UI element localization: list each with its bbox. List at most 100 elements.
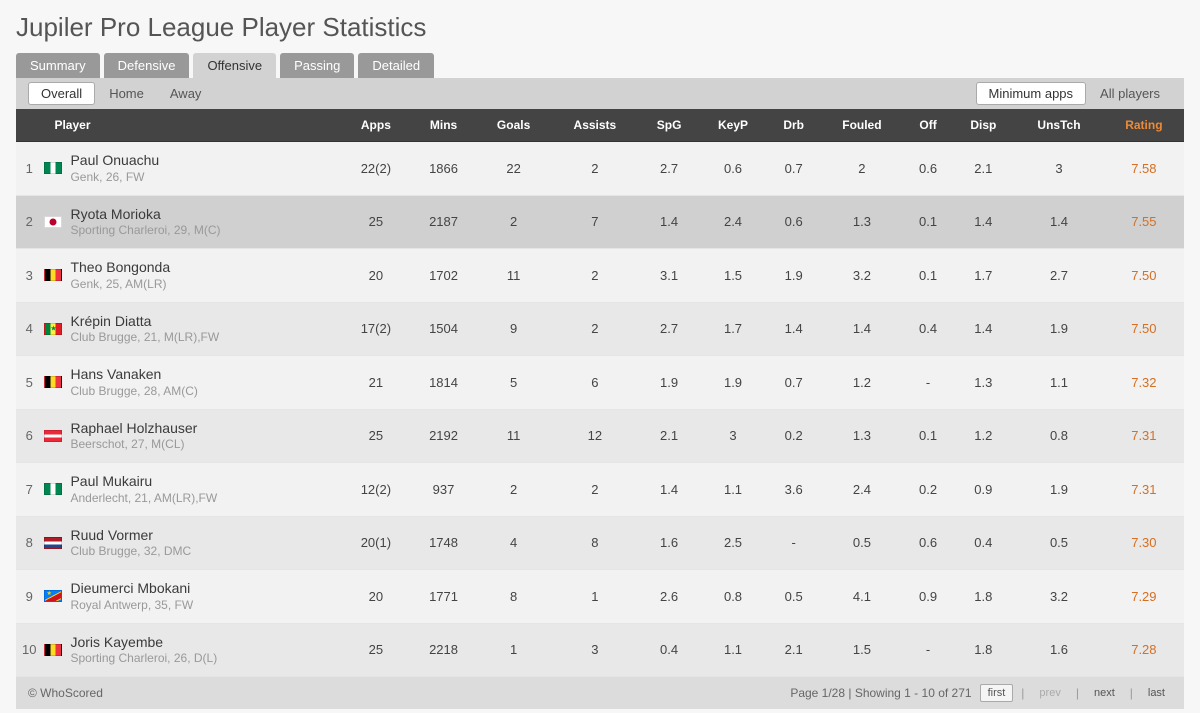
page-title: Jupiler Pro League Player Statistics xyxy=(16,12,1184,43)
rating-cell: 7.28 xyxy=(1104,623,1184,677)
apps-cell: 21 xyxy=(341,356,410,410)
assists-cell: 2 xyxy=(550,142,639,196)
tab-defensive[interactable]: Defensive xyxy=(104,53,190,78)
table-row[interactable]: 4Krépin DiattaClub Brugge, 21, M(LR),FW1… xyxy=(16,302,1184,356)
player-name[interactable]: Paul Mukairu xyxy=(70,473,217,491)
footer: © WhoScored Page 1/28 | Showing 1 - 10 o… xyxy=(16,677,1184,709)
spg-cell: 2.7 xyxy=(639,302,699,356)
appsfilter-all-players[interactable]: All players xyxy=(1088,83,1172,104)
apps-cell: 17(2) xyxy=(341,302,410,356)
player-name[interactable]: Hans Vanaken xyxy=(70,366,197,384)
table-body: 1Paul OnuachuGenk, 26, FW22(2)18662222.7… xyxy=(16,142,1184,677)
player-cell: Ruud VormerClub Brugge, 32, DMC xyxy=(42,516,341,570)
flag-icon xyxy=(44,537,62,549)
apps-cell: 25 xyxy=(341,623,410,677)
drb-cell: 3.6 xyxy=(767,463,820,517)
fouled-cell: 1.5 xyxy=(820,623,903,677)
player-name[interactable]: Raphael Holzhauser xyxy=(70,420,197,438)
player-name[interactable]: Krépin Diatta xyxy=(70,313,219,331)
player-name[interactable]: Paul Onuachu xyxy=(70,152,159,170)
disp-cell: 2.1 xyxy=(952,142,1014,196)
goals-cell: 11 xyxy=(477,409,551,463)
unstch-cell: 1.9 xyxy=(1014,302,1104,356)
table-row[interactable]: 8Ruud VormerClub Brugge, 32, DMC20(1)174… xyxy=(16,516,1184,570)
col-apps[interactable]: Apps xyxy=(341,109,410,142)
apps-cell: 20(1) xyxy=(341,516,410,570)
table-row[interactable]: 1Paul OnuachuGenk, 26, FW22(2)18662222.7… xyxy=(16,142,1184,196)
scope-overall[interactable]: Overall xyxy=(28,82,95,105)
table-row[interactable]: 3Theo BongondaGenk, 25, AM(LR)2017021123… xyxy=(16,249,1184,303)
col-unstch[interactable]: UnsTch xyxy=(1014,109,1104,142)
table-row[interactable]: 2Ryota MoriokaSporting Charleroi, 29, M(… xyxy=(16,195,1184,249)
off-cell: 0.1 xyxy=(904,249,953,303)
col-disp[interactable]: Disp xyxy=(952,109,1014,142)
col-rating[interactable]: Rating xyxy=(1104,109,1184,142)
col-fouled[interactable]: Fouled xyxy=(820,109,903,142)
assists-cell: 6 xyxy=(550,356,639,410)
pager-last[interactable]: last xyxy=(1141,685,1172,701)
col-goals[interactable]: Goals xyxy=(477,109,551,142)
rank-cell: 10 xyxy=(16,623,42,677)
unstch-cell: 1.4 xyxy=(1014,195,1104,249)
scope-away[interactable]: Away xyxy=(158,83,214,104)
table-row[interactable]: 10 Joris KayembeSporting Charleroi, 26, D… xyxy=(16,623,1184,677)
table-row[interactable]: 9Dieumerci MbokaniRoyal Antwerp, 35, FW2… xyxy=(16,570,1184,624)
tab-offensive[interactable]: Offensive xyxy=(193,53,276,78)
spg-cell: 0.4 xyxy=(639,623,699,677)
tab-detailed[interactable]: Detailed xyxy=(358,53,434,78)
player-name[interactable]: Joris Kayembe xyxy=(70,634,217,652)
player-name[interactable]: Ruud Vormer xyxy=(70,527,191,545)
col-off[interactable]: Off xyxy=(904,109,953,142)
goals-cell: 2 xyxy=(477,463,551,517)
scope-home[interactable]: Home xyxy=(97,83,156,104)
apps-cell: 25 xyxy=(341,409,410,463)
rank-cell: 3 xyxy=(16,249,42,303)
unstch-cell: 2.7 xyxy=(1014,249,1104,303)
player-name[interactable]: Theo Bongonda xyxy=(70,259,170,277)
fouled-cell: 1.3 xyxy=(820,409,903,463)
fouled-cell: 0.5 xyxy=(820,516,903,570)
col-mins[interactable]: Mins xyxy=(410,109,476,142)
mins-cell: 1814 xyxy=(410,356,476,410)
mins-cell: 2192 xyxy=(410,409,476,463)
player-meta: Sporting Charleroi, 26, D(L) xyxy=(70,651,217,666)
rating-cell: 7.31 xyxy=(1104,409,1184,463)
spg-cell: 2.1 xyxy=(639,409,699,463)
off-cell: 0.1 xyxy=(904,195,953,249)
mins-cell: 1866 xyxy=(410,142,476,196)
player-cell: Paul OnuachuGenk, 26, FW xyxy=(42,142,341,196)
col-spg[interactable]: SpG xyxy=(639,109,699,142)
tab-passing[interactable]: Passing xyxy=(280,53,354,78)
tab-summary[interactable]: Summary xyxy=(16,53,100,78)
player-meta: Club Brugge, 32, DMC xyxy=(70,544,191,559)
assists-cell: 12 xyxy=(550,409,639,463)
apps-cell: 20 xyxy=(341,570,410,624)
player-name[interactable]: Dieumerci Mbokani xyxy=(70,580,193,598)
apps-cell: 20 xyxy=(341,249,410,303)
pager-first[interactable]: first xyxy=(980,684,1014,702)
table-row[interactable]: 7Paul MukairuAnderlecht, 21, AM(LR),FW12… xyxy=(16,463,1184,517)
rank-cell: 6 xyxy=(16,409,42,463)
col-player[interactable]: Player xyxy=(42,109,341,142)
fouled-cell: 4.1 xyxy=(820,570,903,624)
spg-cell: 1.9 xyxy=(639,356,699,410)
table-row[interactable]: 5Hans VanakenClub Brugge, 28, AM(C)21181… xyxy=(16,356,1184,410)
table-row[interactable]: 6Raphael HolzhauserBeerschot, 27, M(CL)2… xyxy=(16,409,1184,463)
col-keyp[interactable]: KeyP xyxy=(699,109,767,142)
rank-cell: 9 xyxy=(16,570,42,624)
keyp-cell: 1.1 xyxy=(699,623,767,677)
pager-next[interactable]: next xyxy=(1087,685,1122,701)
goals-cell: 1 xyxy=(477,623,551,677)
stats-table: PlayerAppsMinsGoalsAssistsSpGKeyPDrbFoul… xyxy=(16,109,1184,677)
appsfilter-minimum-apps[interactable]: Minimum apps xyxy=(976,82,1087,105)
off-cell: 0.2 xyxy=(904,463,953,517)
player-name[interactable]: Ryota Morioka xyxy=(70,206,220,224)
drb-cell: 2.1 xyxy=(767,623,820,677)
col-assists[interactable]: Assists xyxy=(550,109,639,142)
drb-cell: 0.5 xyxy=(767,570,820,624)
player-meta: Genk, 25, AM(LR) xyxy=(70,277,170,292)
col-drb[interactable]: Drb xyxy=(767,109,820,142)
flag-icon xyxy=(44,323,62,335)
player-cell: Dieumerci MbokaniRoyal Antwerp, 35, FW xyxy=(42,570,341,624)
off-cell: 0.6 xyxy=(904,142,953,196)
